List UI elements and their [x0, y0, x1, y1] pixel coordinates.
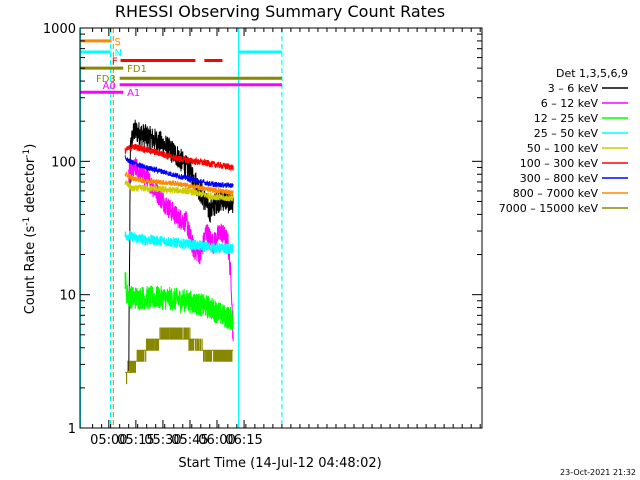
flag-label: N: [114, 48, 121, 59]
legend-entry-label: 25 – 50 keV: [534, 127, 599, 140]
y-tick-label: 1000: [43, 22, 76, 37]
flag-label: F: [112, 57, 118, 68]
legend-entry-label: 100 – 300 keV: [520, 157, 599, 170]
legend-entry-label: 12 – 25 keV: [534, 112, 599, 125]
series-line: [124, 154, 234, 189]
legend-entry-label: 3 – 6 keV: [548, 82, 599, 95]
x-tick-label: 05:15: [117, 433, 154, 448]
legend-entry-label: 300 – 800 keV: [520, 172, 599, 185]
chart-title: RHESSI Observing Summary Count Rates: [115, 2, 445, 21]
y-tick-label: 100: [51, 155, 76, 170]
x-tick-label: 06:15: [225, 433, 262, 448]
y-axis-label-sup: -1: [22, 217, 32, 226]
plot-frame: [79, 27, 483, 429]
flag-label: A1: [127, 88, 140, 99]
series-line: [128, 157, 234, 342]
x-axis-label: Start Time (14-Jul-12 04:48:02): [178, 456, 381, 471]
flag-label: FD1: [127, 64, 147, 75]
x-tick-label: 05:30: [144, 433, 181, 448]
y-tick-label: 10: [59, 289, 76, 304]
legend-entry-label: 50 – 100 keV: [527, 142, 599, 155]
legend-title: Det 1,3,5,6,9: [556, 67, 628, 80]
legend-entry-label: 800 – 7000 keV: [513, 187, 599, 200]
x-tick-label: 05:00: [90, 433, 127, 448]
y-axis-label-part: ): [23, 144, 38, 149]
footer-timestamp: 23-Oct-2021 21:32: [560, 468, 636, 477]
series-line: [124, 272, 234, 331]
series-line: [125, 327, 234, 385]
y-axis-label: Count Rate (s-1 detector-1): [22, 144, 38, 315]
series-line: [124, 180, 234, 203]
x-tick-label: 06:00: [198, 433, 235, 448]
legend-entry-label: 7000 – 15000 keV: [499, 202, 599, 215]
series-line: [124, 230, 234, 255]
y-axis-label-sup: -1: [22, 149, 32, 158]
series-line: [124, 170, 234, 196]
series-line: [124, 142, 234, 172]
flag-label: S: [114, 37, 120, 48]
y-axis-label-part: Count Rate (s: [23, 226, 38, 315]
x-tick-label: 05:45: [171, 433, 208, 448]
legend-entry-label: 6 – 12 keV: [541, 97, 599, 110]
flag-label: A0: [103, 81, 116, 92]
y-tick-label: 1: [68, 422, 76, 437]
flag-label: FD3: [96, 74, 116, 85]
legend: Det 1,3,5,6,9 3 – 6 keV 6 – 12 keV 12 – 25…: [499, 67, 628, 215]
series-lines: [124, 119, 234, 385]
y-axis-label-part: detector: [23, 157, 38, 217]
